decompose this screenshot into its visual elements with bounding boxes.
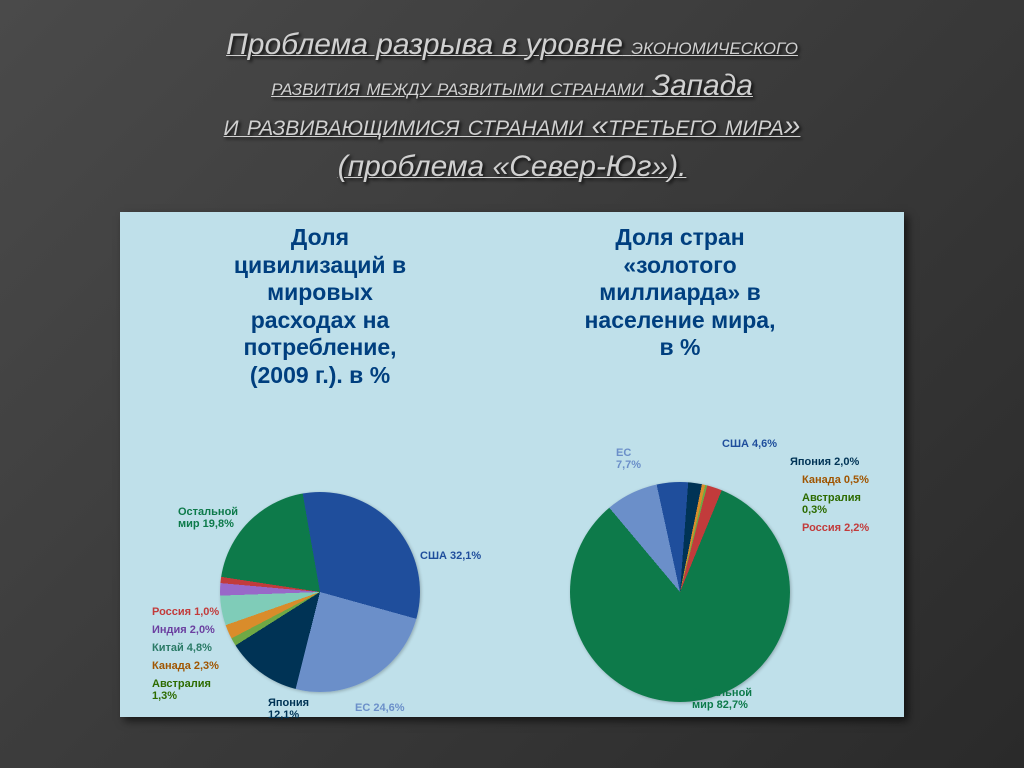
pie-chart <box>570 482 790 702</box>
slice-label: Канада 0,5% <box>802 474 869 486</box>
pie-chart <box>220 492 420 692</box>
slice-label: Канада 2,3% <box>152 660 219 672</box>
slice-label: Индия 2,0% <box>152 624 215 636</box>
slice-label: Австралия0,3% <box>802 492 861 516</box>
slice-label: Россия 2,2% <box>802 522 869 534</box>
slice-label: Австралия1,3% <box>152 678 211 702</box>
chart-panel: Доляцивилизаций вмировыхрасходах напотре… <box>120 212 904 717</box>
slice-label: США 4,6% <box>722 438 777 450</box>
slice-label: Япония 2,0% <box>790 456 859 468</box>
title-l2: развития между развитыми странами Запада <box>271 69 753 102</box>
slice-label: Россия 1,0% <box>152 606 219 618</box>
slice-label: США 32,1% <box>420 550 481 562</box>
t2b: Запада <box>652 69 753 102</box>
slide-title: Проблема разрыва в уровне экономического… <box>0 0 1024 202</box>
slice-label: Япония12,1% <box>268 697 309 721</box>
title-l3: и развивающимися странами «третьего мира… <box>224 109 801 142</box>
t1b: экономического <box>631 33 798 60</box>
t2a: развития между развитыми странами <box>271 74 643 101</box>
slice-label: ЕС7,7% <box>616 447 641 471</box>
title-l1: Проблема разрыва в уровне экономического <box>226 28 798 61</box>
chart1-title: Доляцивилизаций вмировыхрасходах напотре… <box>200 224 440 390</box>
chart2-title: Доля стран«золотогомиллиарда» внаселение… <box>550 224 810 362</box>
slice-label: ЕС 24,6% <box>355 702 405 714</box>
slice-label: Китай 4,8% <box>152 642 212 654</box>
slice-label: Остальноймир 82,7% <box>692 687 752 711</box>
t1a: Проблема разрыва в уровне <box>226 28 623 61</box>
title-l4: (проблема «Север-Юг»). <box>338 150 687 183</box>
slice-label: Остальноймир 19,8% <box>178 506 238 530</box>
